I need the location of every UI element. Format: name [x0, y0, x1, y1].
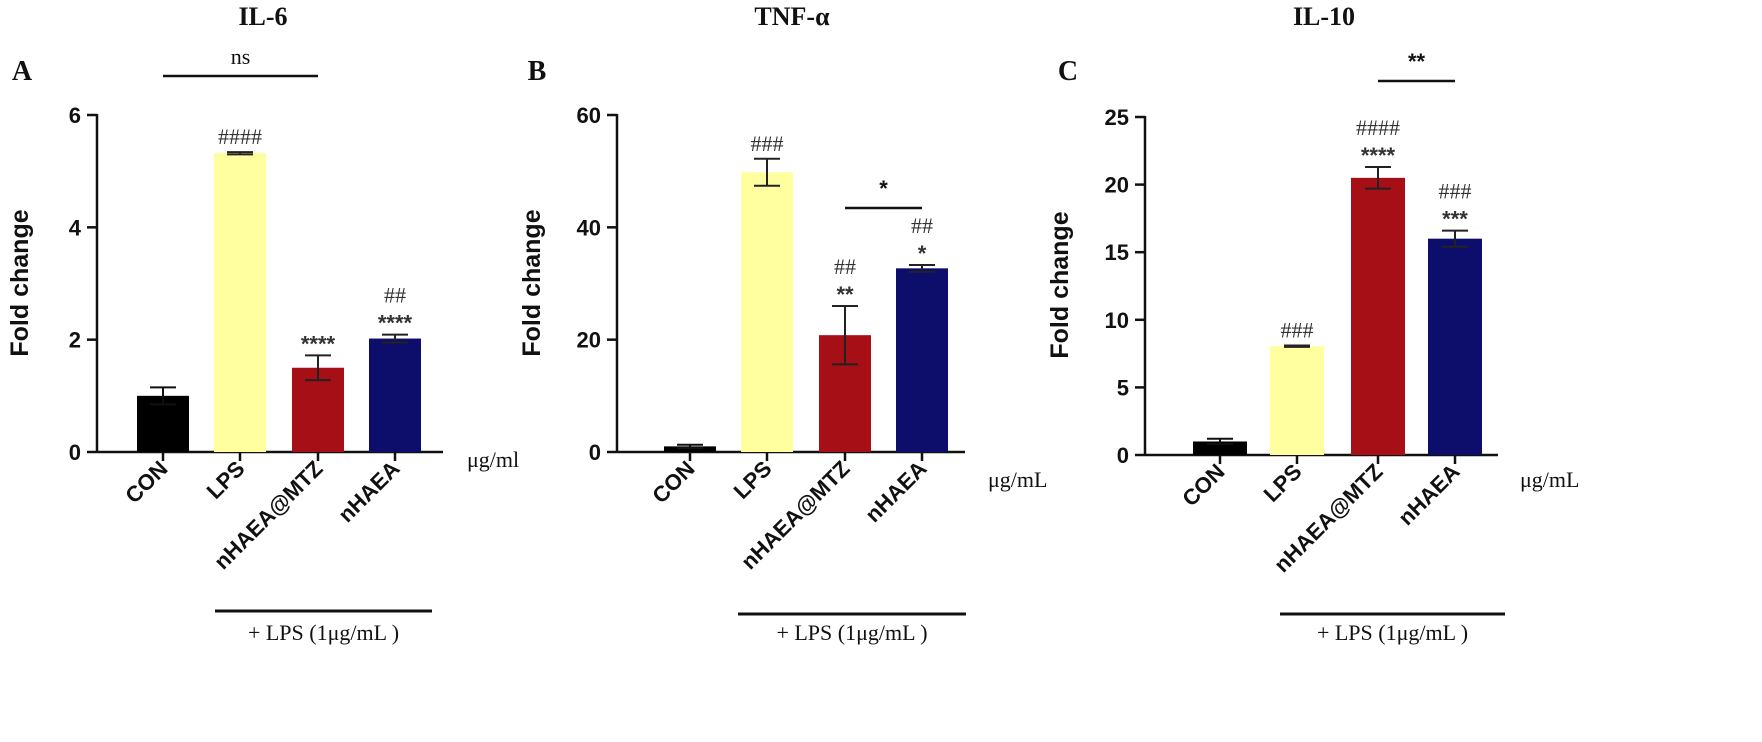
significance-annotation: ****: [378, 311, 413, 336]
x-tick-label: CON: [647, 456, 699, 508]
y-tick-label: 4: [69, 215, 82, 240]
comparison-label: ns: [231, 44, 251, 69]
bar: [1193, 441, 1247, 455]
significance-annotation: *: [918, 241, 927, 266]
panel-label: A: [12, 56, 33, 87]
group-label: + LPS (1μg/mL ): [1317, 620, 1468, 645]
chart-title: IL-10: [1293, 2, 1355, 31]
x-tick-label: nHAEA: [333, 456, 404, 527]
significance-annotation: ***: [1442, 207, 1468, 232]
group-label: + LPS (1μg/mL ): [248, 620, 399, 645]
x-tick-label: LPS: [1259, 459, 1307, 507]
significance-annotation: ****: [301, 331, 336, 356]
y-axis-label: Fold change: [518, 209, 546, 356]
significance-annotation: **: [836, 282, 854, 307]
bar: [741, 172, 793, 453]
y-tick-label: 40: [577, 215, 601, 240]
bar: [1351, 177, 1405, 455]
y-axis-label: Fold change: [6, 209, 34, 356]
significance-annotation: ##: [384, 283, 406, 308]
y-tick-label: 0: [589, 440, 601, 465]
significance-annotation: ###: [1439, 179, 1472, 204]
y-tick-label: 20: [1105, 173, 1129, 198]
x-tick-label: LPS: [202, 456, 250, 504]
y-axis-label: Fold change: [1046, 211, 1074, 358]
significance-annotation: ##: [834, 254, 856, 279]
x-tick-label: CON: [1177, 459, 1229, 511]
bar: [1270, 346, 1324, 455]
chart-title: IL-6: [238, 2, 287, 31]
x-tick-label: LPS: [729, 456, 777, 504]
y-tick-label: 20: [577, 328, 601, 353]
x-tick-label: CON: [120, 456, 172, 508]
y-tick-label: 25: [1105, 105, 1129, 130]
comparison-label: *: [879, 176, 888, 201]
y-tick-label: 5: [1117, 375, 1129, 400]
y-tick-label: 60: [577, 103, 601, 128]
y-tick-label: 0: [69, 440, 81, 465]
significance-annotation: ###: [751, 131, 784, 156]
unit-label: μg/mL: [1520, 467, 1579, 492]
significance-annotation: ####: [218, 124, 262, 149]
bar: [292, 367, 344, 452]
group-label: + LPS (1μg/mL ): [776, 620, 927, 645]
unit-label: μg/ml: [467, 447, 519, 472]
panel-label: B: [528, 56, 547, 87]
x-tick-label: nHAEA: [860, 456, 931, 527]
bar: [1428, 238, 1482, 455]
significance-annotation: ##: [911, 213, 933, 238]
chart-title: TNF-α: [754, 2, 830, 31]
unit-label: μg/mL: [988, 467, 1047, 492]
bar: [369, 338, 421, 452]
panel-label: C: [1058, 56, 1078, 87]
x-tick-label: nHAEA: [1393, 459, 1464, 530]
y-tick-label: 6: [69, 103, 81, 128]
y-tick-label: 15: [1105, 240, 1129, 265]
significance-annotation: ****: [1361, 143, 1396, 168]
y-tick-label: 2: [69, 328, 81, 353]
bar: [664, 446, 716, 452]
significance-annotation: ###: [1281, 317, 1314, 342]
significance-annotation: ####: [1356, 115, 1400, 140]
bar: [214, 153, 266, 452]
y-tick-label: 0: [1117, 443, 1129, 468]
bar: [896, 268, 948, 452]
y-tick-label: 10: [1105, 308, 1129, 333]
comparison-label: **: [1408, 49, 1426, 74]
